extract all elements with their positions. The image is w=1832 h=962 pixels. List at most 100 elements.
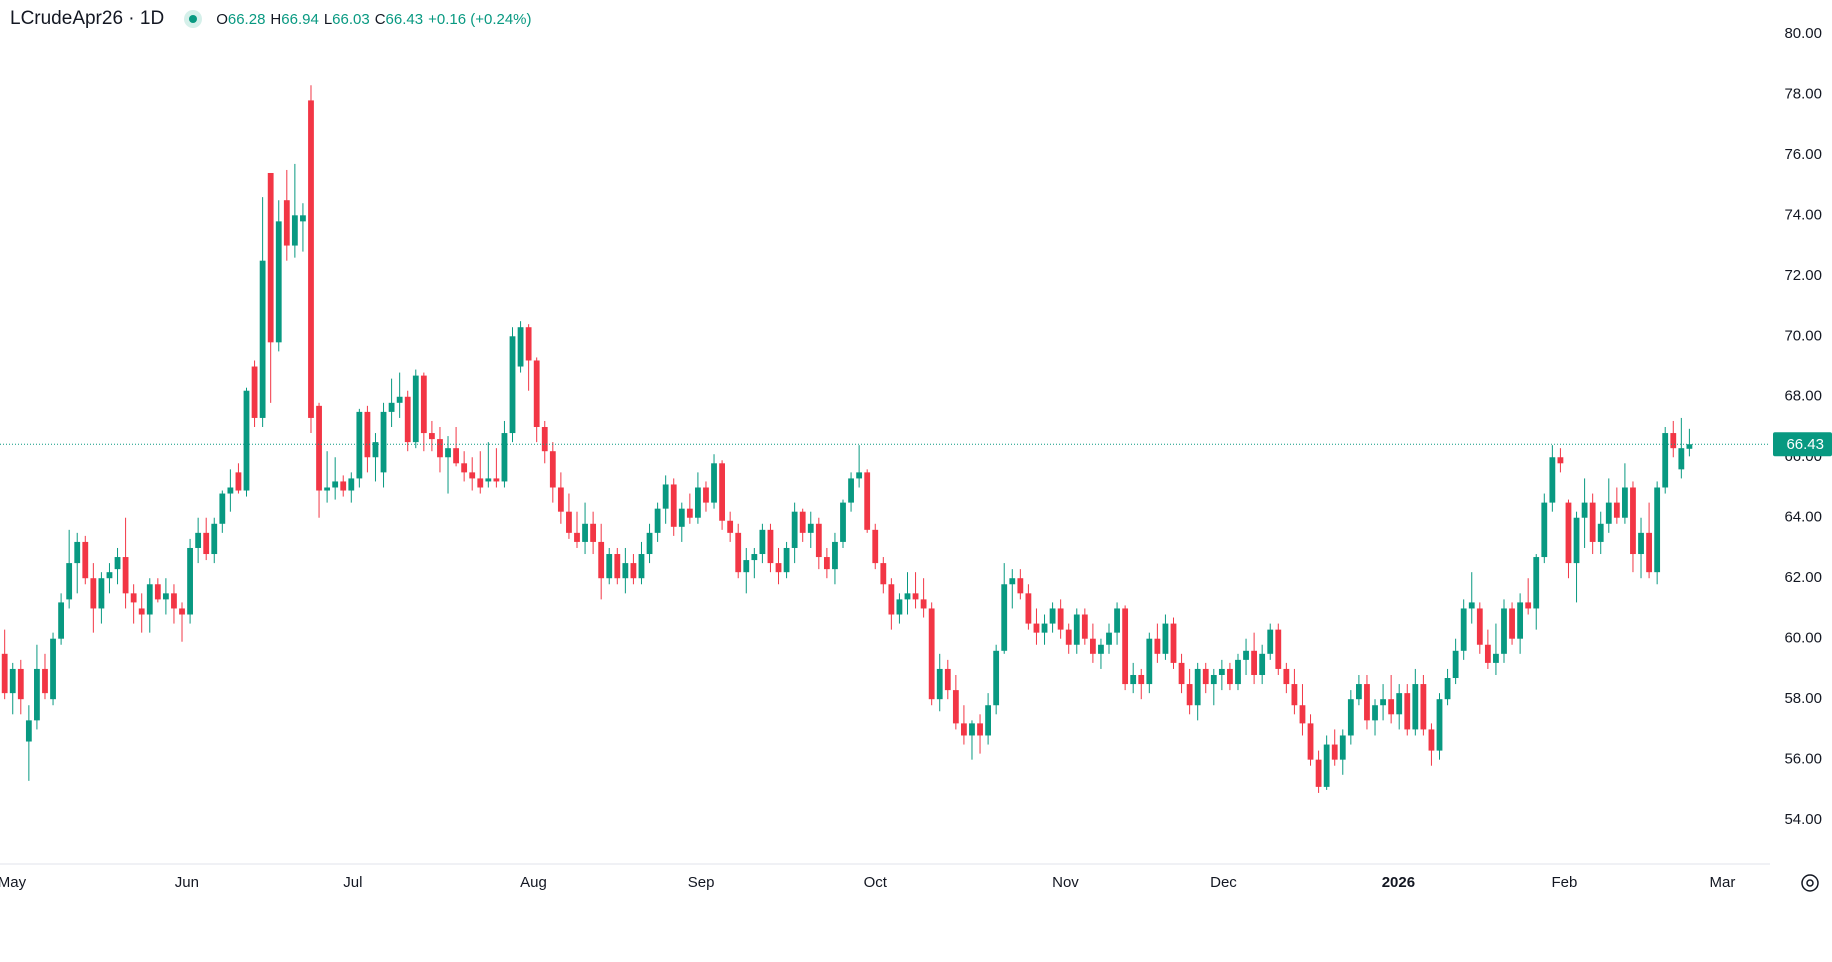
legend-change: +0.16 (+0.24%) [428, 10, 532, 28]
candle-body [1041, 623, 1048, 633]
candle-body [1355, 684, 1362, 700]
candle-body [638, 554, 645, 579]
candle-body [582, 523, 588, 542]
candle-body [493, 478, 500, 482]
candle-body [509, 336, 516, 434]
candle-body [388, 402, 395, 412]
candle-body [154, 584, 161, 600]
candle-body [695, 487, 701, 518]
candle-body [138, 608, 145, 615]
x-tick-label: Aug [520, 874, 547, 891]
candle-body [1605, 502, 1612, 524]
candle-body [66, 563, 73, 600]
candle-body [90, 578, 97, 609]
candle-body [1380, 699, 1386, 706]
candle-body [920, 599, 927, 609]
candle-body [58, 602, 65, 639]
symbol[interactable]: LCrudeApr26 · 1D [10, 8, 165, 29]
candle-body [711, 463, 717, 503]
candle-body [952, 690, 959, 724]
candle-body [1444, 678, 1451, 700]
candle-body [1501, 608, 1507, 654]
candle-body [783, 547, 790, 573]
candle-body [461, 463, 468, 473]
candle-body [566, 511, 572, 533]
candle-body [227, 487, 234, 494]
legend-value: 66.94 [281, 10, 319, 28]
candle-body [1001, 584, 1008, 651]
x-tick-label: Oct [864, 874, 888, 891]
x-tick-label: Dec [1210, 874, 1237, 891]
candle-body [1372, 705, 1378, 721]
candle-body [1573, 517, 1580, 564]
candle-body [574, 532, 580, 542]
candle-body [1630, 487, 1636, 555]
candle-body [1186, 684, 1193, 706]
candle-body [614, 554, 621, 579]
candle-body [114, 557, 121, 570]
legend-value: 66.43 [385, 10, 424, 28]
candle-body [1057, 608, 1064, 630]
candle-body [1307, 723, 1314, 760]
candle-body [1170, 623, 1177, 663]
candle-body [1541, 502, 1548, 558]
candle-body [928, 608, 935, 700]
candle-body [162, 593, 169, 600]
candle-body [767, 529, 774, 564]
candle-body [1106, 632, 1112, 645]
candle-body [1122, 608, 1129, 685]
candle-body [1049, 608, 1056, 624]
candle-body [1404, 693, 1411, 730]
candle-body [832, 541, 838, 570]
legend-value: 66.03 [332, 10, 370, 28]
candle-body [25, 720, 32, 742]
candle-body [1484, 644, 1491, 663]
candle-body [1243, 650, 1249, 660]
x-tick-label: Jun [175, 874, 199, 891]
candle-body [1662, 433, 1669, 488]
candle-body [969, 723, 975, 736]
candle-body [1202, 668, 1209, 685]
candle-body [1597, 523, 1604, 542]
y-tick-label: 64.00 [1784, 509, 1822, 526]
candle-body [485, 478, 492, 482]
candle-body [630, 563, 637, 579]
candle-body [1154, 638, 1161, 654]
candle-body [662, 484, 669, 509]
candle-body [291, 215, 298, 246]
candle-body [606, 554, 613, 579]
legend-label: O [216, 10, 228, 28]
x-tick-label: Mar [1710, 874, 1736, 891]
candle-body [1589, 502, 1596, 542]
candle-body [445, 448, 451, 458]
candle-body [1146, 638, 1153, 685]
candle-body [243, 390, 250, 491]
candle-body [598, 541, 605, 579]
candle-body [1017, 578, 1024, 594]
candle-body [1364, 684, 1370, 721]
candle-body [34, 668, 40, 721]
candle-body [122, 557, 129, 594]
legend-label: L [323, 10, 333, 28]
candle-body [759, 529, 766, 555]
candle-body [912, 593, 919, 600]
candle-body [1339, 735, 1346, 760]
y-tick-label: 58.00 [1784, 690, 1822, 707]
x-tick-label: Jul [343, 874, 362, 891]
candle-body [904, 593, 911, 600]
settings-icon[interactable] [1801, 874, 1819, 892]
candle-body [1178, 662, 1185, 685]
candle-body [896, 599, 903, 615]
candle-body [1089, 638, 1096, 654]
candle-body [727, 520, 734, 533]
candle-body [372, 442, 379, 458]
x-tick-label: Feb [1552, 874, 1578, 891]
candle-body [1291, 684, 1298, 706]
candle-body [412, 375, 419, 443]
candle-body [1646, 532, 1652, 573]
candle-body [1557, 457, 1564, 464]
candle-body [340, 481, 347, 491]
candle-body [259, 260, 266, 418]
candle-body [348, 478, 355, 491]
candle-body [590, 523, 597, 542]
